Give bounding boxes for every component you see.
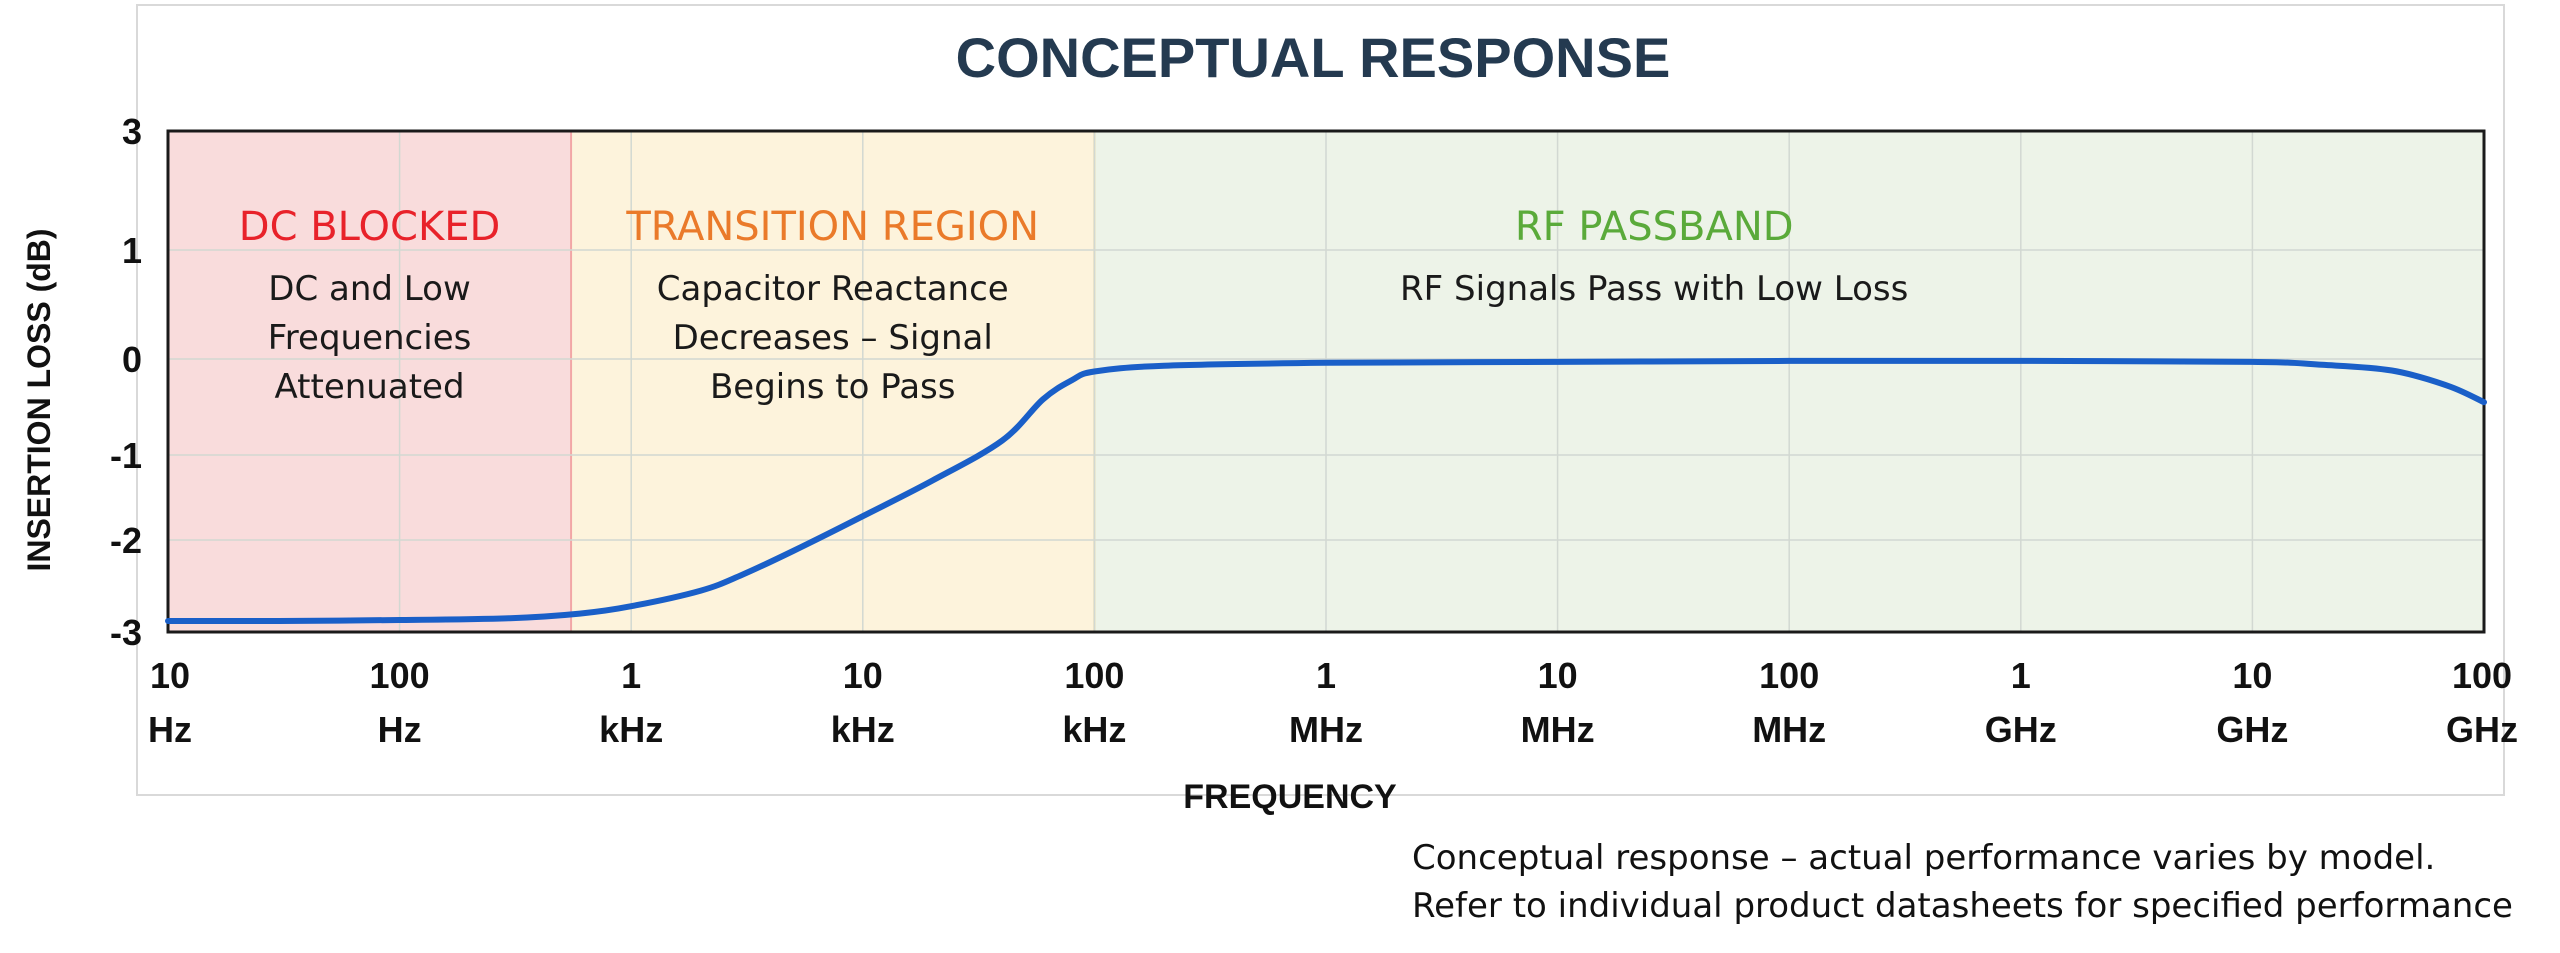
region-desc-0-1: Frequencies xyxy=(268,318,472,358)
region-desc-1-2: Begins to Pass xyxy=(710,367,956,407)
x-tick-label: 1 xyxy=(1316,655,1336,696)
x-tick-label: 10 xyxy=(843,655,883,696)
x-tick-unit: MHz xyxy=(1752,709,1826,750)
y-tick-label: 0 xyxy=(122,339,142,380)
region-desc-0-2: Attenuated xyxy=(275,367,465,407)
region-labels: DC BLOCKED DC and Low Frequencies Attenuate… xyxy=(239,204,1909,407)
y-axis-label: INSERTION LOSS (dB) xyxy=(21,228,57,571)
footnote-line-1: Conceptual response – actual performance… xyxy=(1412,838,2436,878)
region-desc-2-0: RF Signals Pass with Low Loss xyxy=(1400,269,1908,309)
region-label-0: DC BLOCKED xyxy=(239,204,500,250)
x-tick-label: 100 xyxy=(370,655,430,696)
x-tick-unit: GHz xyxy=(1985,709,2057,750)
x-tick-unit: MHz xyxy=(1289,709,1363,750)
x-tick-label: 10 xyxy=(2232,655,2272,696)
y-tick-label: 3 xyxy=(122,111,142,152)
region-label-1: TRANSITION REGION xyxy=(625,204,1039,250)
x-tick-label: 1 xyxy=(621,655,641,696)
region-band-0 xyxy=(168,131,572,632)
chart-title: CONCEPTUAL RESPONSE xyxy=(956,26,1671,89)
region-desc-1-0: Capacitor Reactance xyxy=(657,269,1009,309)
plot-border xyxy=(166,129,2486,634)
x-tick-labels: 10 Hz 100 Hz 1 kHz 10 kHz 100 kHz 1 MHz 10 MHz 100 MHz 1… xyxy=(148,655,2518,750)
x-tick-unit: kHz xyxy=(831,709,895,750)
x-tick-unit: Hz xyxy=(378,709,422,750)
region-desc-0-0: DC and Low xyxy=(268,269,470,309)
x-tick-unit: kHz xyxy=(1062,709,1126,750)
region-band-1 xyxy=(571,131,1095,632)
x-tick-unit: kHz xyxy=(599,709,663,750)
x-axis-label: FREQUENCY xyxy=(1183,778,1397,816)
x-tick-unit: MHz xyxy=(1521,709,1595,750)
x-tick-label: 10 xyxy=(150,655,190,696)
y-tick-labels: 3 1 0 -1 -2 -3 xyxy=(110,111,142,653)
x-tick-label: 100 xyxy=(1759,655,1819,696)
x-tick-unit: GHz xyxy=(2446,709,2518,750)
y-tick-label: -2 xyxy=(110,520,142,561)
x-tick-label: 1 xyxy=(2011,655,2031,696)
region-desc-1-1: Decreases – Signal xyxy=(673,318,993,358)
y-tick-label: 1 xyxy=(122,230,142,271)
x-tick-label: 10 xyxy=(1538,655,1578,696)
series-line xyxy=(165,357,2487,625)
x-tick-label: 100 xyxy=(1064,655,1124,696)
y-tick-label: -3 xyxy=(110,612,142,653)
x-tick-unit: Hz xyxy=(148,709,192,750)
region-label-2: RF PASSBAND xyxy=(1515,204,1794,250)
y-tick-label: -1 xyxy=(110,435,142,476)
x-tick-unit: GHz xyxy=(2216,709,2288,750)
footnote-line-2: Refer to individual product datasheets f… xyxy=(1412,886,2513,926)
x-tick-label: 100 xyxy=(2452,655,2512,696)
